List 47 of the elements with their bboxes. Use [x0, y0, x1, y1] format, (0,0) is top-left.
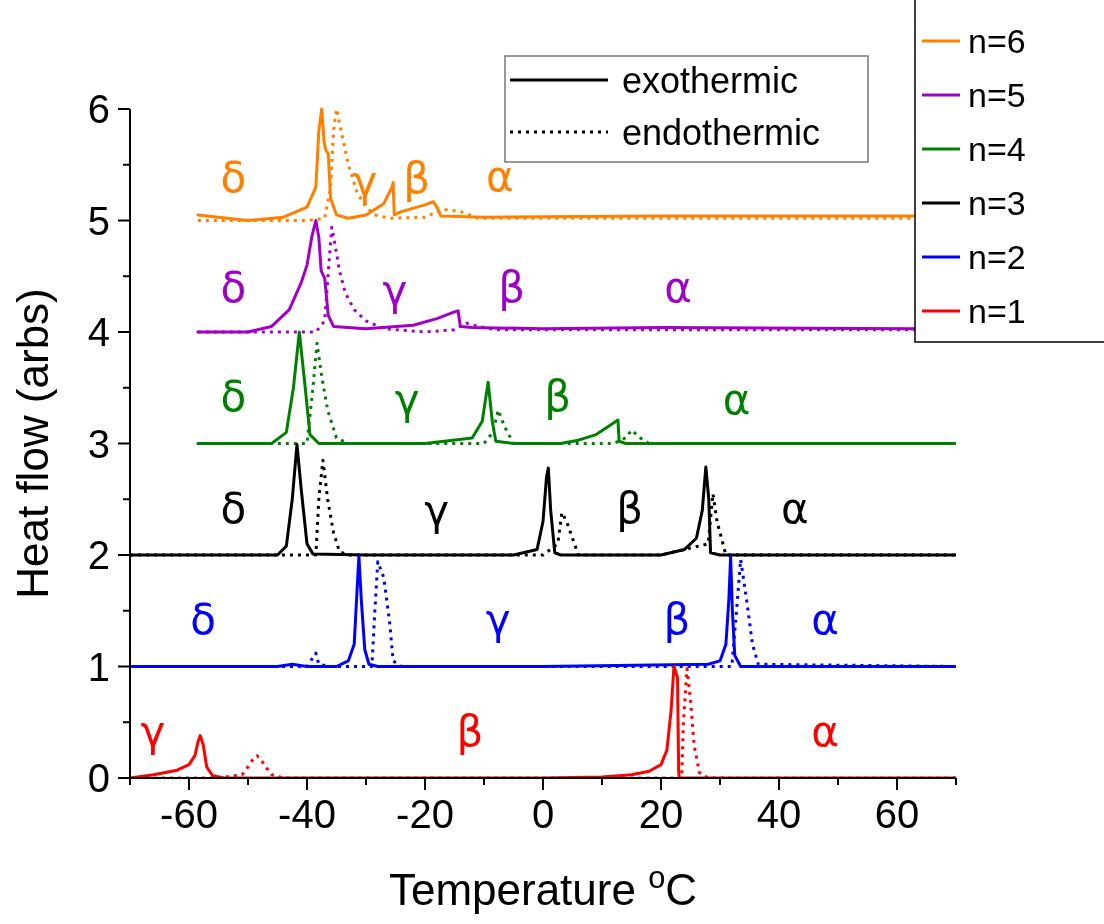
- annotation: α: [811, 595, 839, 645]
- annotation: δ: [220, 152, 247, 202]
- x-tick-label: 0: [531, 792, 555, 836]
- annotation: γ: [394, 374, 420, 424]
- y-tick-label: 5: [87, 198, 110, 243]
- x-tick-label: -20: [396, 792, 454, 836]
- annotation: γ: [352, 157, 378, 207]
- annotation: β: [544, 372, 572, 422]
- annotation: β: [403, 153, 431, 203]
- annotation: δ: [220, 263, 247, 313]
- annotation: γ: [382, 266, 408, 316]
- annotation: γ: [424, 486, 450, 536]
- legend-label: n=1: [968, 291, 1026, 330]
- legend-label: n=3: [968, 183, 1026, 222]
- annotation: β: [616, 483, 644, 533]
- legend-label: n=2: [968, 237, 1026, 276]
- x-tick-label: 60: [874, 792, 920, 836]
- x-tick-label: 20: [638, 792, 684, 836]
- y-tick-label: 3: [87, 421, 110, 466]
- y-tick-label: 4: [87, 310, 110, 354]
- x-tick-label: -40: [278, 792, 336, 836]
- x-tick-label: 40: [756, 792, 802, 836]
- text: exothermic: [622, 59, 799, 101]
- x-tick-label: -60: [160, 792, 218, 836]
- y-axis-title: Heat flow (arbs): [8, 288, 57, 599]
- legend-label: n=4: [968, 129, 1026, 168]
- annotation: β: [498, 263, 526, 313]
- annotation: α: [486, 151, 514, 201]
- annotation: γ: [485, 595, 511, 645]
- annotation: δ: [190, 595, 217, 645]
- y-tick-label: 2: [87, 533, 110, 577]
- y-tick-label: 6: [87, 87, 110, 131]
- legend-label: n=6: [968, 21, 1026, 60]
- y-tick-label: 1: [87, 644, 110, 689]
- annotation: δ: [220, 483, 247, 533]
- annotation: endothermic: [622, 111, 821, 153]
- x-axis-title: Temperature $^{o}$C: [388, 859, 698, 914]
- annotation: α: [811, 706, 839, 756]
- annotation: α: [781, 483, 809, 533]
- annotation: β: [663, 595, 691, 645]
- annotation: δ: [220, 372, 247, 422]
- legend-label: n=5: [968, 75, 1026, 114]
- annotation: α: [722, 374, 751, 424]
- y-tick-label: 0: [87, 756, 110, 800]
- annotation: α: [664, 263, 692, 313]
- annotation: γ: [140, 706, 166, 756]
- annotation: β: [456, 706, 484, 756]
